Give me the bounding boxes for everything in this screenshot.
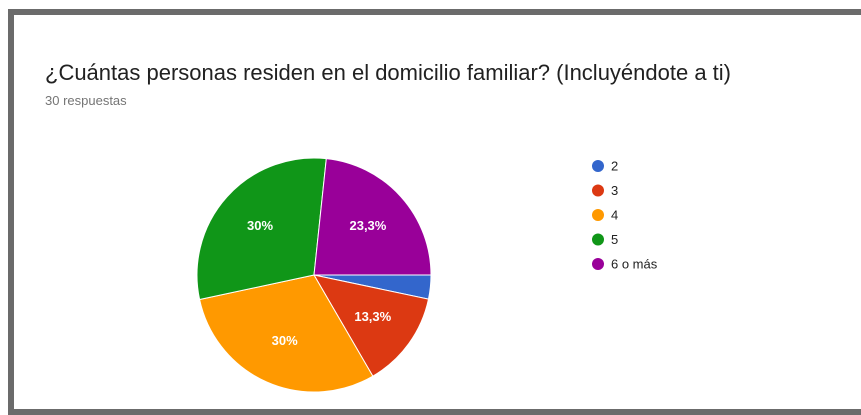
legend-swatch: [592, 160, 604, 172]
pie-slice: [196, 157, 327, 301]
legend-label: 6 o más: [611, 256, 658, 271]
legend-label: 2: [611, 158, 618, 173]
chart-title: ¿Cuántas personas residen en el domicili…: [45, 60, 731, 85]
pie-slice: [198, 274, 374, 393]
pie-slice: [313, 158, 432, 276]
slice-label: 30%: [247, 218, 273, 233]
slice-label: 30%: [272, 333, 298, 348]
legend-swatch: [592, 258, 604, 270]
slice-label: 23,3%: [349, 218, 386, 233]
legend-swatch: [592, 233, 604, 246]
pie-slice: [313, 274, 430, 377]
card-frame: [8, 9, 861, 415]
legend-label: 5: [611, 232, 618, 247]
legend-label: 4: [611, 207, 618, 222]
legend-swatch: [592, 184, 604, 197]
legend-swatch: [592, 209, 604, 221]
response-count: 30 respuestas: [45, 93, 127, 108]
slice-label: 13,3%: [354, 309, 391, 324]
legend-label: 3: [611, 183, 618, 198]
